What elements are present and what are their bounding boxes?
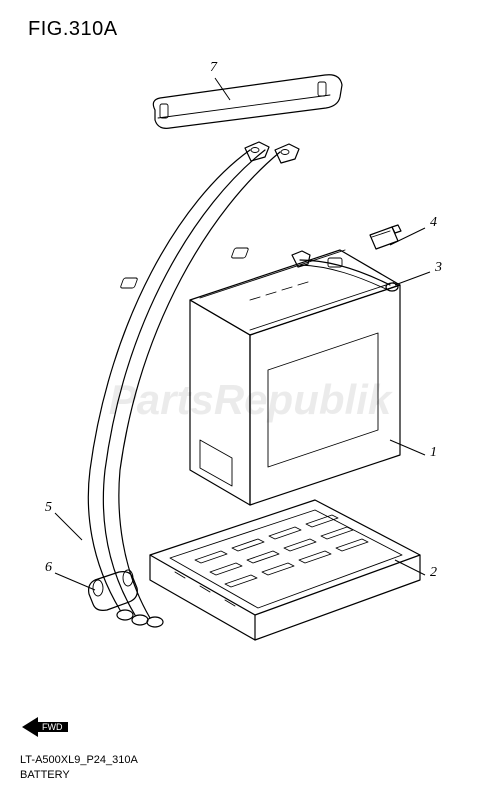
battery-cables bbox=[88, 142, 299, 627]
callout-5: 5 bbox=[45, 500, 52, 516]
callout-7: 7 bbox=[210, 60, 217, 76]
battery-tray bbox=[150, 500, 420, 640]
fwd-label: FWD bbox=[42, 722, 63, 732]
exploded-diagram bbox=[0, 0, 500, 800]
callout-4: 4 bbox=[430, 215, 437, 231]
callout-1: 1 bbox=[430, 445, 437, 461]
short-lead-and-cap bbox=[292, 225, 401, 291]
callout-2: 2 bbox=[430, 565, 437, 581]
part-group: BATTERY bbox=[20, 768, 138, 782]
strap bbox=[153, 75, 342, 129]
fwd-indicator: FWD bbox=[20, 714, 80, 745]
bottom-caption: LT-A500XL9_P24_310A BATTERY bbox=[20, 753, 138, 782]
battery bbox=[120, 248, 400, 505]
callout-6: 6 bbox=[45, 560, 52, 576]
callout-3: 3 bbox=[435, 260, 442, 276]
cable-boot bbox=[89, 570, 138, 610]
model-code: LT-A500XL9_P24_310A bbox=[20, 753, 138, 767]
